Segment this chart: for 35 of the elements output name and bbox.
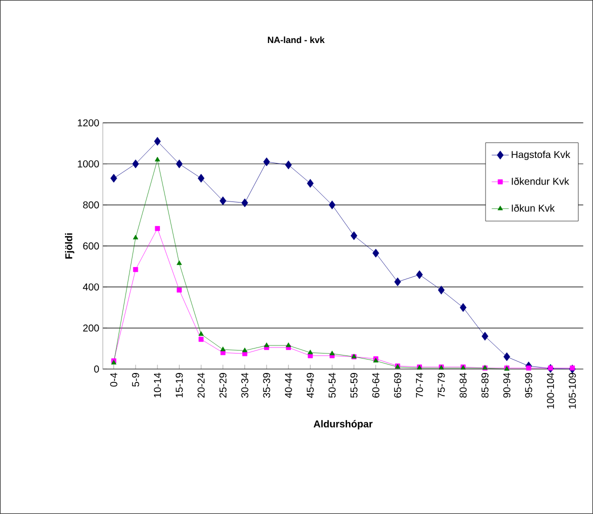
x-tick-label: 70-74	[416, 372, 423, 398]
legend-label: Iðkun Kvk	[512, 204, 555, 212]
x-tick-label: 40-44	[284, 372, 292, 398]
chart-title: NA-land - kvk	[268, 36, 325, 44]
x-tick-label: 50-54	[328, 372, 336, 398]
x-tick-label: 65-69	[394, 373, 402, 398]
y-tick-label: 600	[83, 242, 99, 250]
y-tick-label: 200	[83, 324, 99, 332]
y-tick-label: 800	[83, 201, 99, 208]
y-tick-label: 1200	[78, 119, 99, 126]
y-axis-title: Fjöldi	[64, 233, 74, 259]
x-tick-label: 35-39	[263, 373, 270, 398]
x-tick-label: 80-84	[460, 372, 467, 398]
y-tick-label: 1000	[78, 160, 99, 168]
x-tick-label: 5-9	[132, 373, 140, 387]
x-tick-label: 105-109	[568, 373, 576, 408]
y-tick-label: 0	[94, 366, 99, 373]
x-tick-label: 25-29	[219, 373, 226, 398]
x-tick-label: 15-19	[176, 373, 183, 398]
x-tick-label: 60-64	[372, 372, 380, 398]
x-tick-label: 100-104	[546, 372, 554, 408]
x-tick-label: 30-34	[241, 372, 248, 398]
x-tick-label: 45-49	[306, 373, 314, 398]
legend-label: Hagstofa Kvk	[512, 150, 570, 160]
x-tick-label: 0-4	[110, 372, 118, 387]
x-tick-label: 20-24	[198, 372, 205, 398]
x-axis-title: Aldurshópar	[314, 420, 373, 430]
x-tick-label: 10-14	[154, 372, 161, 398]
y-tick-label: 400	[82, 283, 99, 291]
x-tick-label: 75-79	[438, 373, 445, 398]
x-tick-label: 55-59	[350, 373, 358, 398]
x-tick-label: 95-99	[525, 373, 532, 398]
x-tick-label: 90-94	[503, 372, 510, 398]
legend-label: Iðkendur Kvk	[512, 177, 570, 185]
x-tick-label: 85-89	[481, 373, 488, 398]
